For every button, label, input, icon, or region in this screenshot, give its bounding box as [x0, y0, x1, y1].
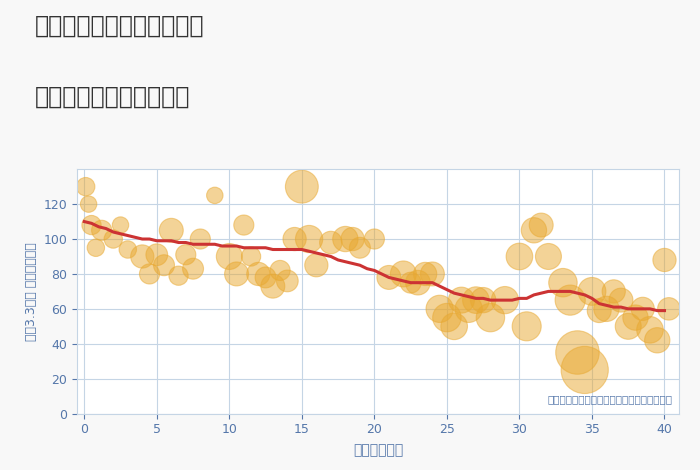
Point	[115, 221, 126, 229]
Point	[90, 244, 101, 251]
Point	[80, 183, 91, 190]
Point	[449, 322, 460, 330]
Point	[340, 235, 351, 243]
Point	[304, 235, 315, 243]
Point	[477, 297, 489, 304]
Point	[622, 322, 634, 330]
Point	[180, 251, 191, 258]
Point	[347, 235, 358, 243]
Point	[485, 314, 496, 321]
Point	[565, 297, 576, 304]
Point	[398, 270, 409, 278]
Point	[608, 288, 620, 295]
Point	[652, 337, 663, 344]
Text: 築年数別中古戸建て価格: 築年数別中古戸建て価格	[35, 85, 190, 109]
Point	[659, 256, 670, 264]
Point	[281, 277, 293, 285]
Text: 奈良県奈良市西登美ヶ丘の: 奈良県奈良市西登美ヶ丘の	[35, 14, 204, 38]
Point	[158, 261, 169, 269]
Point	[144, 270, 155, 278]
Point	[630, 314, 641, 321]
Point	[173, 272, 184, 280]
Point	[83, 200, 94, 208]
Y-axis label: 坪（3.3㎡） 単価（万円）: 坪（3.3㎡） 単価（万円）	[25, 242, 38, 341]
Point	[384, 274, 395, 281]
Point	[615, 297, 626, 304]
Point	[122, 246, 134, 253]
Point	[267, 282, 279, 290]
Point	[238, 221, 249, 229]
Point	[405, 279, 416, 286]
Point	[434, 305, 445, 313]
Point	[209, 192, 220, 199]
Point	[663, 305, 674, 313]
Point	[188, 265, 199, 273]
Point	[557, 279, 568, 286]
Point	[441, 314, 452, 321]
Point	[96, 227, 107, 234]
Point	[572, 349, 583, 356]
Point	[536, 221, 547, 229]
Point	[456, 297, 467, 304]
Point	[311, 261, 322, 269]
Point	[427, 270, 438, 278]
Point	[86, 221, 97, 229]
Point	[542, 253, 554, 260]
Point	[528, 227, 540, 234]
Point	[463, 305, 475, 313]
Point	[151, 251, 162, 258]
Point	[260, 274, 271, 281]
Point	[369, 235, 380, 243]
Point	[354, 244, 365, 251]
Point	[289, 235, 300, 243]
Point	[637, 305, 648, 313]
Point	[594, 307, 605, 314]
Point	[579, 366, 590, 374]
Point	[521, 322, 532, 330]
Point	[645, 326, 656, 334]
Point	[499, 297, 510, 304]
Point	[136, 253, 148, 260]
Point	[274, 266, 286, 274]
Point	[514, 253, 525, 260]
Point	[419, 270, 430, 278]
X-axis label: 築年数（年）: 築年数（年）	[353, 443, 403, 457]
Point	[231, 270, 242, 278]
Point	[470, 297, 482, 304]
Point	[195, 235, 206, 243]
Point	[246, 253, 257, 260]
Point	[224, 253, 235, 260]
Point	[587, 288, 598, 295]
Point	[412, 279, 423, 286]
Point	[601, 305, 612, 313]
Point	[166, 227, 177, 234]
Point	[253, 270, 264, 278]
Point	[296, 183, 307, 190]
Text: 円の大きさは、取引のあった物件面積を示す: 円の大きさは、取引のあった物件面積を示す	[548, 394, 673, 404]
Point	[108, 235, 119, 243]
Point	[326, 239, 337, 246]
